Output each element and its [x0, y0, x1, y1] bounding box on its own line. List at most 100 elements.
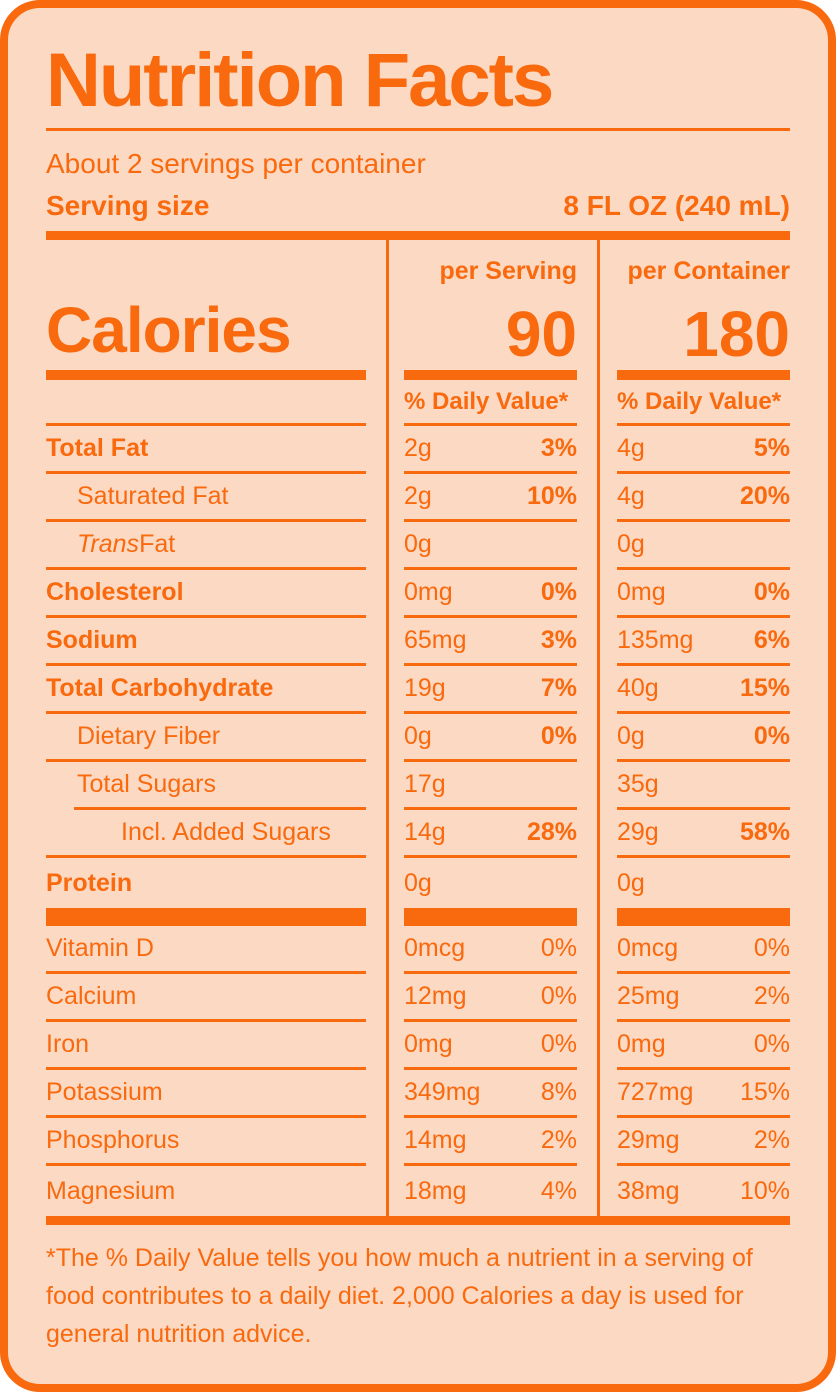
- nutrient-label: Iron: [46, 1022, 366, 1070]
- daily-value: 28%: [526, 818, 577, 846]
- daily-value: 6%: [753, 626, 790, 654]
- nutrient-value-per-container: 40g 15%: [617, 666, 790, 714]
- amount: 0mg: [404, 1030, 453, 1058]
- amount: 349mg: [404, 1078, 481, 1106]
- amount: 2g: [404, 482, 432, 510]
- nutrient-value-per-container: 25mg 2%: [617, 974, 790, 1022]
- title-divider: [46, 128, 790, 131]
- nutrient-label: Trans Fat: [46, 522, 366, 570]
- daily-value: 0%: [753, 722, 790, 750]
- nutrient-value-per-serving: 0g: [404, 858, 577, 908]
- nutrient-value-per-serving: 0mg 0%: [404, 570, 577, 618]
- amount: 0g: [617, 722, 645, 750]
- daily-value: 0%: [540, 1030, 577, 1058]
- section-divider-bar: [46, 908, 366, 926]
- label-title: Nutrition Facts: [46, 38, 554, 123]
- amount: 0mg: [617, 578, 666, 606]
- nutrient-value-per-serving: 65mg 3%: [404, 618, 577, 666]
- daily-value: 8%: [540, 1078, 577, 1106]
- nutrient-value-per-container: 4g 20%: [617, 474, 790, 522]
- calories-per-container-underline: [617, 370, 790, 380]
- nutrient-value-per-serving: 18mg 4%: [404, 1166, 577, 1216]
- daily-value: 3%: [540, 434, 577, 462]
- amount: 0mg: [404, 578, 453, 606]
- nutrient-label: Total Carbohydrate: [46, 666, 366, 714]
- nutrient-value-per-container: 0g: [617, 522, 790, 570]
- daily-value: 0%: [753, 934, 790, 962]
- calories-per-serving: 90: [505, 298, 577, 370]
- nutrient-label: Phosphorus: [46, 1118, 366, 1166]
- amount: 29g: [617, 818, 659, 846]
- nutrient-value-per-container: 0g 0%: [617, 714, 790, 762]
- daily-value: 0%: [753, 578, 790, 606]
- amount: 38mg: [617, 1176, 680, 1205]
- amount: 4g: [617, 434, 645, 462]
- amount: 0g: [404, 868, 432, 897]
- serving-size-row: Serving size 8 FL OZ (240 mL): [46, 189, 790, 223]
- nutrient-label: Incl. Added Sugars: [46, 810, 366, 858]
- serving-size-value: 8 FL OZ (240 mL): [563, 190, 790, 221]
- nutrient-value-per-serving: 0mg 0%: [404, 1022, 577, 1070]
- nutrient-label: Calcium: [46, 974, 366, 1022]
- calories-label-underline: [46, 370, 366, 380]
- amount: 4g: [617, 482, 645, 510]
- daily-value: 0%: [540, 722, 577, 750]
- calories-per-container: 180: [683, 298, 790, 370]
- amount: 14g: [404, 818, 446, 846]
- daily-value: 10%: [526, 482, 577, 510]
- amount: 65mg: [404, 626, 467, 654]
- amount: 0mg: [617, 1030, 666, 1058]
- daily-value: 0%: [753, 1030, 790, 1058]
- section-divider-bar: [404, 908, 577, 926]
- daily-value: 2%: [753, 1126, 790, 1154]
- nutrient-label-column: Calories Total Fat Saturated Fat Trans Fat…: [46, 240, 386, 1216]
- per-serving-header: per Serving: [439, 257, 577, 285]
- nutrient-value-per-container: 29mg 2%: [617, 1118, 790, 1166]
- per-container-column: per Container 180 % Daily Value* 4g 5% 4g 2…: [597, 240, 790, 1216]
- nutrient-value-per-serving: 349mg 8%: [404, 1070, 577, 1118]
- amount: 35g: [617, 770, 659, 798]
- nutrient-value-per-serving: 2g 3%: [404, 426, 577, 474]
- amount: 17g: [404, 770, 446, 798]
- nutrient-value-per-container: 135mg 6%: [617, 618, 790, 666]
- amount: 0g: [404, 722, 432, 750]
- amount: 0mcg: [617, 934, 679, 962]
- amount: 40g: [617, 674, 659, 702]
- daily-value: 5%: [753, 434, 790, 462]
- nutrient-value-per-serving: 14g 28%: [404, 810, 577, 858]
- nutrient-label: Magnesium: [46, 1176, 176, 1205]
- nutrient-label: Dietary Fiber: [46, 714, 366, 762]
- amount: 2g: [404, 434, 432, 462]
- nutrient-value-per-container: 0mcg 0%: [617, 926, 790, 974]
- daily-value: 15%: [739, 1078, 790, 1106]
- nutrient-label: Saturated Fat: [46, 474, 366, 522]
- nutrient-value-per-container: 727mg 15%: [617, 1070, 790, 1118]
- per-container-header: per Container: [627, 257, 790, 285]
- amount: 19g: [404, 674, 446, 702]
- daily-value-header-serving: % Daily Value*: [404, 380, 577, 426]
- serving-size-label: Serving size: [46, 190, 210, 221]
- amount: 14mg: [404, 1126, 467, 1154]
- amount: 29mg: [617, 1126, 680, 1154]
- nutrient-label-italic: Trans: [77, 530, 140, 558]
- nutrient-value-per-container: 0mg 0%: [617, 1022, 790, 1070]
- nutrient-value-per-container: 38mg 10%: [617, 1166, 790, 1216]
- nutrient-value-per-serving: 19g 7%: [404, 666, 577, 714]
- daily-value: 3%: [540, 626, 577, 654]
- amount: 0mcg: [404, 934, 466, 962]
- nutrient-value-per-serving: 12mg 0%: [404, 974, 577, 1022]
- amount: 25mg: [617, 982, 680, 1010]
- daily-value: 10%: [739, 1176, 790, 1205]
- nutrient-value-per-serving: 2g 10%: [404, 474, 577, 522]
- nutrition-table: Calories Total Fat Saturated Fat Trans Fat…: [46, 240, 790, 1216]
- amount: 0g: [617, 868, 645, 897]
- calories-label: Calories: [46, 294, 292, 366]
- daily-value-header-container: % Daily Value*: [617, 380, 790, 426]
- amount: 0g: [404, 530, 432, 558]
- daily-value-header-spacer: [46, 380, 366, 426]
- daily-value: 7%: [540, 674, 577, 702]
- per-serving-column: per Serving 90 % Daily Value* 2g 3% 2g 10% 0…: [386, 240, 597, 1216]
- nutrient-label: Total Fat: [46, 426, 366, 474]
- daily-value: 0%: [540, 934, 577, 962]
